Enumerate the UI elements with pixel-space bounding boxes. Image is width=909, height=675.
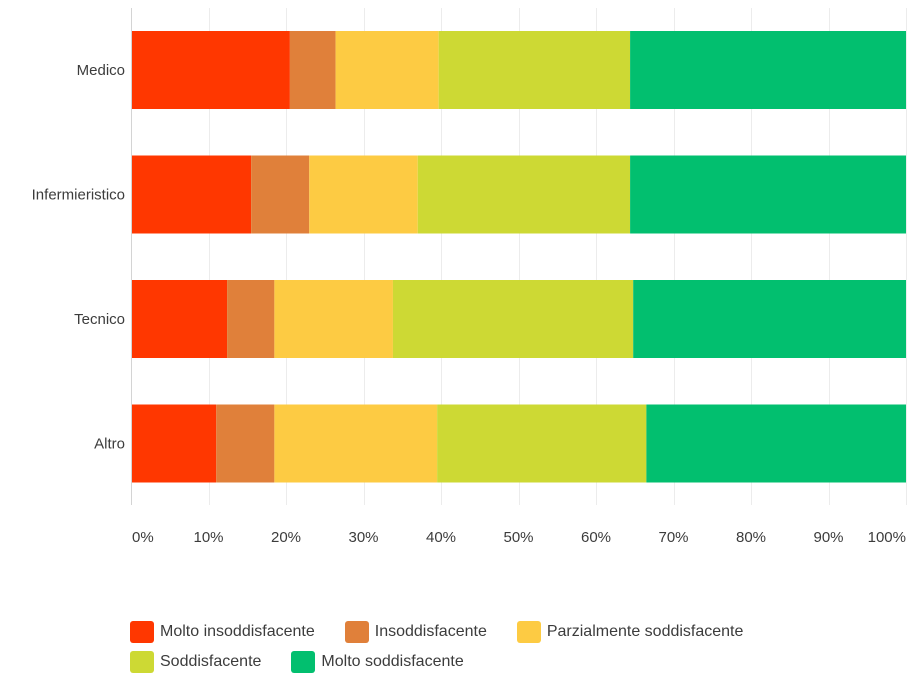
x-tick-label: 20%	[271, 529, 301, 546]
x-tick-label: 80%	[736, 529, 766, 546]
bar-segment	[289, 31, 336, 109]
category-label: Medico	[77, 62, 125, 79]
category-label: Infermieristico	[32, 187, 125, 204]
x-tick-label: 100%	[868, 529, 906, 546]
legend-label: Parzialmente soddisfacente	[546, 623, 744, 640]
x-tick-label: 90%	[813, 529, 843, 546]
bar-segment	[437, 404, 647, 483]
x-tick-label: 50%	[503, 529, 533, 546]
legend-item: Molto insoddisfacente	[130, 620, 315, 644]
legend-swatch	[344, 621, 369, 643]
bar-segment	[274, 280, 393, 358]
bar-segment	[309, 155, 418, 234]
bar-segment	[438, 31, 631, 109]
legend-swatch	[130, 621, 154, 643]
bar-segment	[630, 31, 906, 109]
x-tick-label: 0%	[132, 529, 154, 546]
bar-segment	[131, 155, 252, 234]
bar-segment	[131, 280, 228, 358]
bar-segment	[274, 404, 438, 483]
legend-item: Parzialmente soddisfacente	[516, 620, 744, 644]
x-tick-label: 40%	[426, 529, 456, 546]
bar-segment	[251, 155, 310, 234]
category-label: Altro	[94, 436, 125, 453]
legend-item: Molto soddisfacente	[291, 650, 464, 674]
x-tick-label: 60%	[581, 529, 611, 546]
bar-segment	[131, 31, 290, 109]
legend-label: Soddisfacente	[160, 653, 262, 670]
x-tick-label: 10%	[193, 529, 223, 546]
bar-segment	[417, 155, 631, 234]
category-label: Tecnico	[74, 311, 125, 328]
bar-segment	[335, 31, 439, 109]
x-tick-label: 30%	[348, 529, 378, 546]
bar-segment	[227, 280, 275, 358]
legend-label: Molto insoddisfacente	[160, 623, 315, 640]
bar-segment	[633, 280, 906, 358]
bar-segment	[630, 155, 906, 234]
legend-item: Soddisfacente	[130, 650, 261, 674]
legend-swatch	[130, 651, 154, 673]
bar-segment	[216, 404, 275, 483]
legend-item: Insoddisfacente	[344, 620, 487, 644]
legend-label: Molto soddisfacente	[321, 653, 464, 670]
legend-label: Insoddisfacente	[374, 623, 487, 640]
legend-swatch	[516, 621, 541, 643]
bar-segment	[131, 404, 217, 483]
bar-segment	[646, 404, 906, 483]
legend-swatch	[291, 651, 316, 673]
bar-segment	[392, 280, 634, 358]
legend: Molto insoddisfacente Insoddisfacente Parz…	[130, 620, 890, 674]
x-tick-label: 70%	[658, 529, 688, 546]
